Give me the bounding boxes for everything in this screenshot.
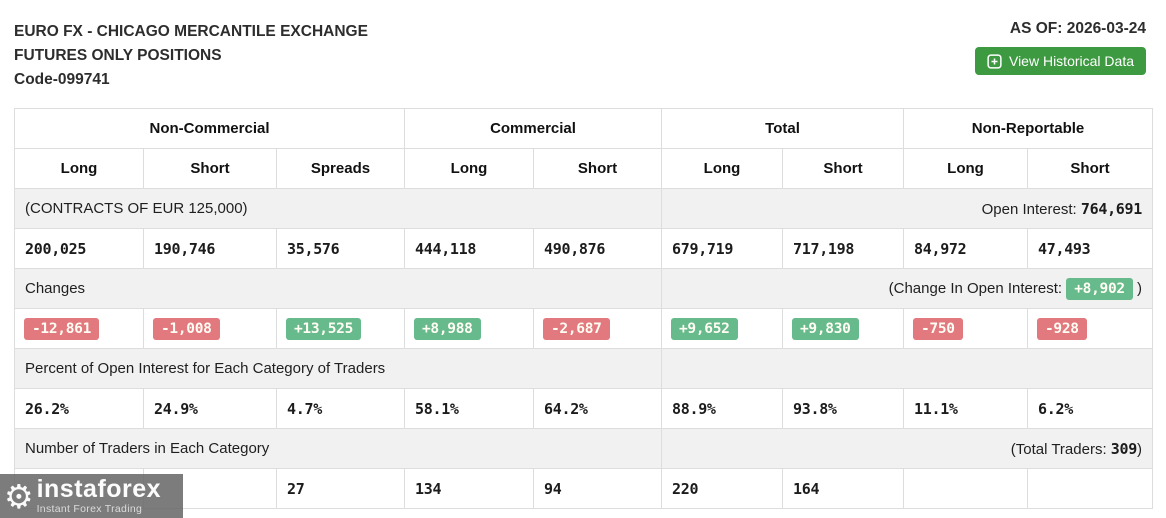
column-header-row: Long Short Spreads Long Short Long Short… bbox=[14, 148, 1153, 189]
total-traders-cell: (Total Traders: 309) bbox=[661, 428, 1153, 469]
traders-cell: 134 bbox=[404, 468, 534, 509]
view-historical-data-button[interactable]: View Historical Data bbox=[974, 47, 1146, 75]
report-header-right: AS OF: 2026-03-24 View Historical Data bbox=[974, 20, 1146, 75]
col-header: Spreads bbox=[276, 148, 405, 189]
changes-row: -12,861 -1,008 +13,525 +8,988 -2,687 +9,… bbox=[14, 308, 1153, 349]
percent-cell: 4.7% bbox=[276, 388, 405, 429]
traders-cell: 94 bbox=[533, 468, 662, 509]
percent-cell: 64.2% bbox=[533, 388, 662, 429]
position-cell: 35,576 bbox=[276, 228, 405, 269]
col-header: Short bbox=[1027, 148, 1153, 189]
position-cell: 200,025 bbox=[14, 228, 144, 269]
open-interest-value: 764,691 bbox=[1080, 199, 1142, 218]
instaforex-watermark: ⚙ instaforex Instant Forex Trading bbox=[0, 474, 183, 518]
watermark-tagline: Instant Forex Trading bbox=[36, 503, 143, 516]
col-header: Long bbox=[404, 148, 534, 189]
percent-row: 26.2% 24.9% 4.7% 58.1% 64.2% 88.9% 93.8%… bbox=[14, 388, 1153, 429]
as-of-date: AS OF: 2026-03-24 bbox=[1009, 20, 1146, 37]
change-badge: -750 bbox=[913, 317, 963, 340]
cot-table: Non-Commercial Commercial Total Non-Repo… bbox=[14, 108, 1153, 509]
position-cell: 717,198 bbox=[782, 228, 904, 269]
open-interest-cell: Open Interest: 764,691 bbox=[661, 188, 1153, 229]
change-badge: -1,008 bbox=[153, 317, 220, 340]
contracts-label-row: (CONTRACTS OF EUR 125,000) Open Interest… bbox=[14, 188, 1153, 229]
change-oi-prefix: (Change In Open Interest: bbox=[888, 279, 1067, 297]
group-header-non-commercial: Non-Commercial bbox=[14, 108, 405, 149]
changes-label-row: Changes (Change In Open Interest: +8,902… bbox=[14, 268, 1153, 309]
change-open-interest-cell: (Change In Open Interest: +8,902 ) bbox=[661, 268, 1153, 309]
report-header: EURO FX - CHICAGO MERCANTILE EXCHANGE FU… bbox=[0, 0, 1166, 92]
position-cell: 84,972 bbox=[903, 228, 1028, 269]
traders-cell: 27 bbox=[276, 468, 405, 509]
position-cell: 444,118 bbox=[404, 228, 534, 269]
percent-cell: 58.1% bbox=[404, 388, 534, 429]
watermark-brand: instaforex bbox=[36, 475, 162, 504]
col-header: Short bbox=[782, 148, 904, 189]
position-cell: 190,746 bbox=[143, 228, 277, 269]
change-oi-suffix: ) bbox=[1132, 279, 1142, 297]
change-badge: +13,525 bbox=[286, 317, 362, 340]
total-traders-suffix: ) bbox=[1137, 440, 1142, 458]
total-traders-value: 309 bbox=[1110, 439, 1138, 458]
position-cell: 679,719 bbox=[661, 228, 783, 269]
col-header: Long bbox=[14, 148, 144, 189]
percent-cell: 11.1% bbox=[903, 388, 1028, 429]
report-code: Code-099741 bbox=[14, 71, 110, 88]
change-badge: +9,830 bbox=[792, 317, 859, 340]
percent-label-row: Percent of Open Interest for Each Catego… bbox=[14, 348, 1153, 389]
traders-cell: 164 bbox=[782, 468, 904, 509]
view-historical-data-label: View Historical Data bbox=[1008, 53, 1134, 69]
change-oi-badge: +8,902 bbox=[1066, 277, 1133, 300]
group-header-non-reportable: Non-Reportable bbox=[903, 108, 1153, 149]
group-header-row: Non-Commercial Commercial Total Non-Repo… bbox=[14, 108, 1153, 149]
changes-label: Changes bbox=[14, 268, 662, 309]
col-header: Short bbox=[143, 148, 277, 189]
positions-row: 200,025 190,746 35,576 444,118 490,876 6… bbox=[14, 228, 1153, 269]
change-badge: +9,652 bbox=[671, 317, 738, 340]
change-badge: -928 bbox=[1037, 317, 1087, 340]
traders-cell bbox=[1027, 468, 1153, 509]
change-badge: +8,988 bbox=[414, 317, 481, 340]
traders-cell bbox=[903, 468, 1028, 509]
change-badge: -2,687 bbox=[543, 317, 610, 340]
percent-label: Percent of Open Interest for Each Catego… bbox=[14, 348, 662, 389]
col-header: Short bbox=[533, 148, 662, 189]
gear-person-logo-icon: ⚙ bbox=[4, 476, 34, 516]
percent-cell: 93.8% bbox=[782, 388, 904, 429]
report-title-line1: EURO FX - CHICAGO MERCANTILE EXCHANGE bbox=[14, 23, 368, 40]
contracts-label: (CONTRACTS OF EUR 125,000) bbox=[14, 188, 662, 229]
traders-row: 27 134 94 220 164 bbox=[14, 468, 1153, 509]
position-cell: 47,493 bbox=[1027, 228, 1153, 269]
position-cell: 490,876 bbox=[533, 228, 662, 269]
report-title-line2: FUTURES ONLY POSITIONS bbox=[14, 47, 222, 64]
percent-cell: 24.9% bbox=[143, 388, 277, 429]
col-header: Long bbox=[903, 148, 1028, 189]
calendar-plus-icon bbox=[987, 53, 1002, 69]
traders-label: Number of Traders in Each Category bbox=[14, 428, 662, 469]
percent-cell: 88.9% bbox=[661, 388, 783, 429]
percent-label-spacer bbox=[661, 348, 1153, 389]
change-badge: -12,861 bbox=[24, 317, 100, 340]
percent-cell: 6.2% bbox=[1027, 388, 1153, 429]
percent-cell: 26.2% bbox=[14, 388, 144, 429]
traders-label-row: Number of Traders in Each Category (Tota… bbox=[14, 428, 1153, 469]
col-header: Long bbox=[661, 148, 783, 189]
group-header-total: Total bbox=[661, 108, 904, 149]
report-title-block: EURO FX - CHICAGO MERCANTILE EXCHANGE FU… bbox=[14, 20, 368, 92]
group-header-commercial: Commercial bbox=[404, 108, 662, 149]
traders-cell: 220 bbox=[661, 468, 783, 509]
open-interest-label: Open Interest: bbox=[981, 200, 1081, 218]
total-traders-prefix: (Total Traders: bbox=[1010, 440, 1111, 458]
